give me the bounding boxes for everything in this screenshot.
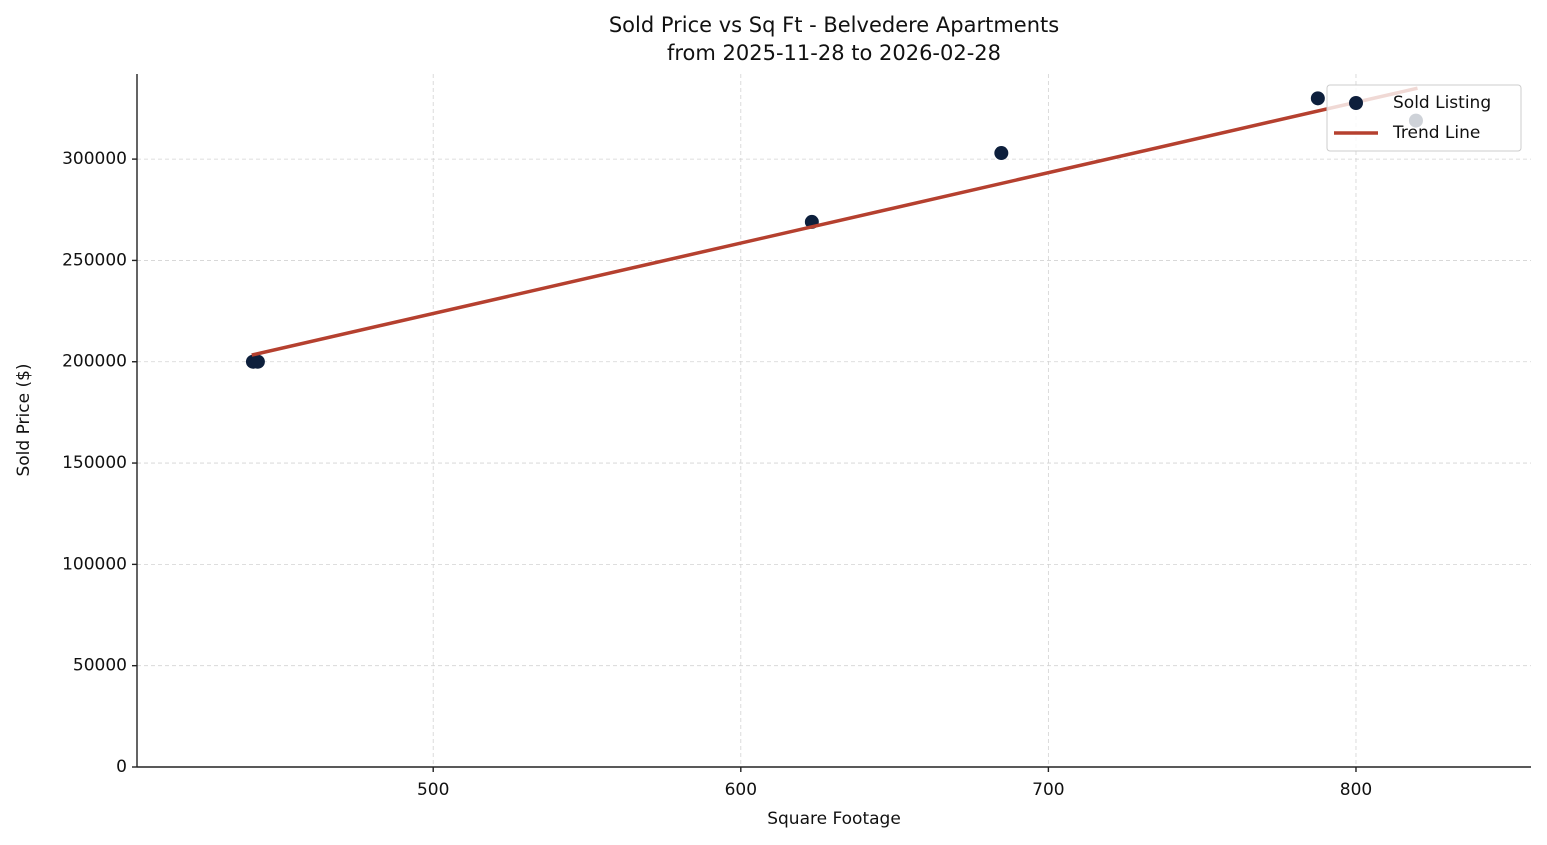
y-tick-label: 250000 (62, 250, 127, 270)
x-tick-label: 500 (417, 780, 449, 800)
data-point (250, 354, 265, 369)
y-tick-label: 50000 (73, 656, 127, 676)
y-tick-label: 300000 (62, 149, 127, 169)
y-tick-label: 0 (116, 757, 127, 777)
y-axis-label: Sold Price ($) (14, 363, 34, 476)
x-tick-label: 700 (1032, 780, 1064, 800)
y-tick-label: 200000 (62, 352, 127, 372)
data-point (1310, 91, 1325, 106)
chart-title: Sold Price vs Sq Ft - Belvedere Apartmen… (609, 13, 1059, 37)
legend-marker (1349, 96, 1363, 110)
x-tick-label: 600 (725, 780, 757, 800)
x-axis-label: Square Footage (767, 809, 901, 829)
y-tick-label: 150000 (62, 453, 127, 473)
legend-label: Sold Listing (1393, 93, 1491, 113)
y-tick-label: 100000 (62, 554, 127, 574)
x-tick-label: 800 (1340, 780, 1372, 800)
data-point (994, 146, 1009, 161)
trend-line (251, 86, 1418, 357)
chart-subtitle: from 2025-11-28 to 2026-02-28 (667, 41, 1001, 65)
legend-label: Trend Line (1392, 123, 1480, 143)
legend: Sold Listing Trend Line (1326, 84, 1522, 152)
